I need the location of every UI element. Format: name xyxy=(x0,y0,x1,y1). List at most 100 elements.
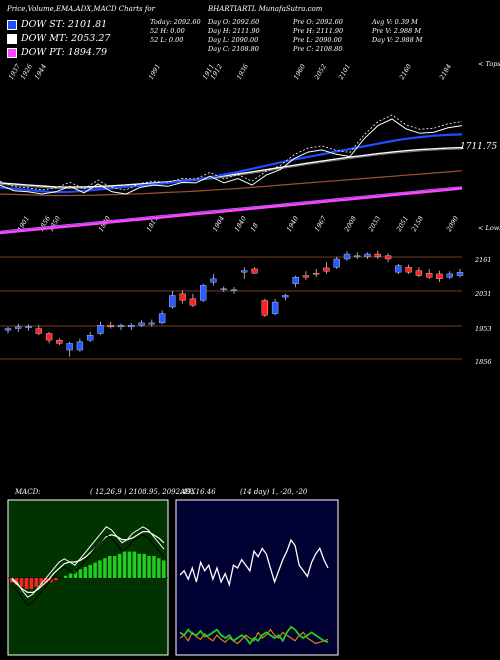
stat-day-high: Day H: 2111.90 xyxy=(208,27,260,35)
stat-prev-low: Pre L: 2090.00 xyxy=(293,36,342,44)
candle-body xyxy=(241,270,248,273)
candle-body xyxy=(251,268,258,274)
macd-hist-bar xyxy=(93,562,97,578)
macd-hist-bar xyxy=(10,578,14,583)
level-label: 2031 xyxy=(474,290,492,298)
candle-body xyxy=(456,272,464,276)
candle-body xyxy=(87,335,94,341)
candle-body xyxy=(436,273,443,280)
candle-body xyxy=(271,301,279,314)
macd-hist-bar xyxy=(117,553,122,578)
candle-body xyxy=(35,328,42,334)
bottom-label: 1904 xyxy=(211,215,226,233)
macd-hist-bar xyxy=(142,553,146,578)
top-label: 2160 xyxy=(397,63,413,82)
stat-day-volume: Day V: 2.988 M xyxy=(372,36,423,44)
last-price-label: 1711.75 xyxy=(460,142,497,152)
legend-pt-label: DOW PT: 1894.79 xyxy=(21,47,108,58)
candle-body xyxy=(374,253,381,257)
candle-body xyxy=(117,325,125,328)
stat-prev-volume: Pre V: 2.988 M xyxy=(372,27,422,35)
adx-params: (14 day) 1, -20, -20 xyxy=(240,488,308,496)
mt-ema-line xyxy=(0,146,463,188)
candle-body xyxy=(364,253,371,257)
stat-prev-close: Pre C: 2108.80 xyxy=(293,45,343,53)
mt-ema-shadow xyxy=(0,148,463,190)
top-label: 1936 xyxy=(235,63,250,81)
macd-params: ( 12,26,9 ) 2108.95, 2092.49, 16.46 xyxy=(90,488,216,496)
pt-ema-line xyxy=(0,187,463,235)
macd-signal-line xyxy=(11,531,165,593)
macd-hist-bar xyxy=(39,578,43,585)
macd-hist-bar xyxy=(78,569,83,578)
macd-hist-bar xyxy=(162,560,166,578)
legend-st-swatch xyxy=(7,20,17,30)
legend-mt-label: DOW MT: 2053.27 xyxy=(21,33,111,44)
candle-body xyxy=(343,253,351,260)
plus-di-line xyxy=(179,628,329,645)
top-label: 2101 xyxy=(336,63,352,82)
tops-axis-label: < Tops xyxy=(478,60,500,68)
candle-body xyxy=(76,341,84,351)
candle-body xyxy=(220,288,227,290)
pt-ema-upper xyxy=(0,186,463,232)
candle-body xyxy=(128,325,135,328)
chart-title: Price,Volume,EMA,ADX,MACD Charts for xyxy=(7,5,155,13)
candle-body xyxy=(97,325,104,334)
candle-body xyxy=(210,278,217,283)
legend-st-label: DOW ST: 2101.81 xyxy=(21,19,108,30)
legend-pt-swatch xyxy=(7,48,17,58)
macd-hist-bar xyxy=(29,578,34,589)
candle-body xyxy=(200,285,207,301)
candle-body xyxy=(138,322,145,326)
bottom-label: 1967 xyxy=(313,214,329,233)
brown-ema-line xyxy=(0,170,463,197)
macd-hist-bar xyxy=(44,578,48,583)
candle-body xyxy=(148,322,155,325)
stat-day-open: Day O: 2092.60 xyxy=(208,18,260,26)
macd-hist-bar xyxy=(73,571,78,578)
top-label: 2184 xyxy=(437,63,453,82)
macd-hist-bar xyxy=(68,573,73,578)
adx-label: ADX xyxy=(180,488,196,496)
candle-body xyxy=(395,265,402,273)
macd-hist-bar xyxy=(83,567,88,578)
candle-body xyxy=(323,267,330,272)
candle-body xyxy=(107,325,114,328)
candle-body xyxy=(282,295,289,298)
bottom-label: 2090 xyxy=(444,215,460,234)
bottom-label: 1840 xyxy=(233,215,248,233)
macd-hist-bar xyxy=(63,575,68,578)
minus-di-line xyxy=(179,625,329,646)
top-label: 1926 xyxy=(19,63,34,81)
candle-body xyxy=(15,326,22,329)
candle-body xyxy=(25,326,32,328)
stat-prev-open: Pre O: 2092.60 xyxy=(293,18,343,26)
macd-line xyxy=(11,526,165,598)
macd-hist-bar xyxy=(34,578,39,587)
top-label: 1991 xyxy=(147,63,162,81)
candle-body xyxy=(189,298,197,306)
chart-symbol-title: BHARTIARTL MunafaSutra.com xyxy=(208,5,323,13)
macd-hist-bar xyxy=(147,556,151,578)
stat-avg-volume: Avg V: 0.39 M xyxy=(372,18,418,26)
price-line xyxy=(0,118,463,195)
macd-hist-bar xyxy=(152,556,156,578)
macd-hist-bar xyxy=(127,551,132,578)
level-label: 2161 xyxy=(474,256,492,264)
st-ema-line xyxy=(0,133,463,194)
macd-hist-bar xyxy=(88,564,92,578)
candle-body xyxy=(302,275,310,278)
stat-52-high: 52 H: 0.00 xyxy=(150,27,185,35)
candle-body xyxy=(292,277,299,284)
candle-body xyxy=(313,273,320,275)
macd-hist-bar xyxy=(108,556,112,578)
candle-body xyxy=(426,273,433,278)
bottom-label: 2051 xyxy=(394,215,410,234)
macd-hist-bar xyxy=(54,578,58,581)
candle-body xyxy=(179,293,186,301)
top-label: 2052 xyxy=(312,63,328,82)
macd-label: MACD: xyxy=(15,488,41,496)
